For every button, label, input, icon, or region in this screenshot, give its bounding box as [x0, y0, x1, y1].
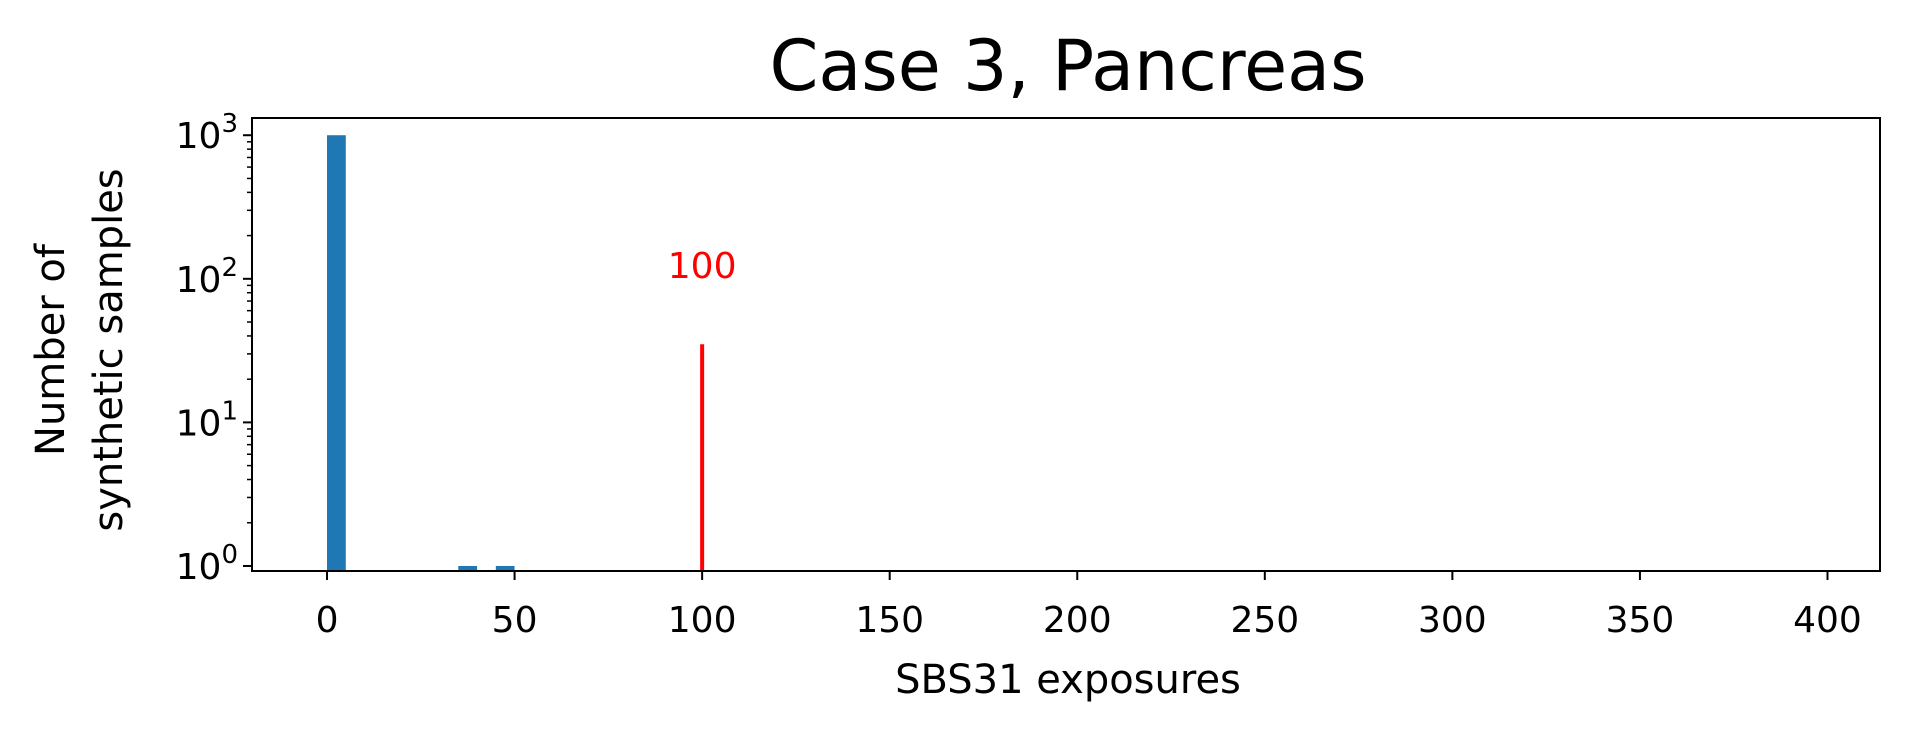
- y-tick-label: 101: [176, 396, 238, 444]
- x-tick-label: 350: [1606, 600, 1675, 641]
- x-tick-label: 300: [1418, 600, 1487, 641]
- y-tick-label: 102: [176, 253, 238, 301]
- histogram-bar-0: [327, 135, 346, 571]
- x-axis-label: SBS31 exposures: [895, 657, 1241, 703]
- plot-area-frame: [251, 117, 1881, 572]
- x-tick-label: 0: [316, 600, 339, 641]
- chart-title: Case 3, Pancreas: [769, 25, 1366, 107]
- x-tick-label: 250: [1230, 600, 1299, 641]
- y-tick-label: 100: [176, 540, 238, 588]
- x-tick-label: 100: [668, 600, 737, 641]
- histogram-bar-2: [495, 565, 515, 571]
- marker-layer: 100: [668, 246, 737, 571]
- x-tick-label: 150: [855, 600, 924, 641]
- histogram-bar-1: [458, 565, 478, 571]
- y-axis-label-line-1: Number of: [28, 243, 74, 456]
- y-axis-ticks: 100 101 102 103: [176, 109, 252, 588]
- y-tick-label: 103: [176, 109, 238, 157]
- x-axis-ticks: 0 50 100 150 200 250 300 350 400: [316, 571, 1862, 641]
- x-tick-label: 200: [1043, 600, 1112, 641]
- y-axis-label-line-2: synthetic samples: [86, 168, 132, 531]
- x-tick-label: 50: [492, 600, 538, 641]
- x-tick-label: 400: [1793, 600, 1862, 641]
- marker-label: 100: [668, 246, 737, 287]
- bars-layer: [327, 135, 515, 571]
